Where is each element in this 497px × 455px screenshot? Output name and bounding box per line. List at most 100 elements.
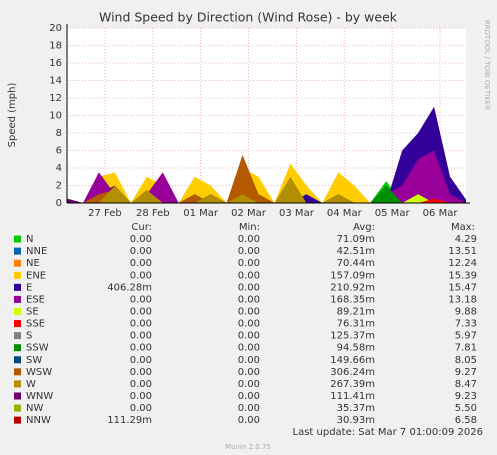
legend-header: Avg: — [353, 222, 375, 233]
legend-value: 0.00 — [238, 282, 260, 293]
y-tick-label: 6 — [56, 146, 62, 157]
legend-name: N — [26, 234, 33, 245]
legend-value: 0.00 — [130, 367, 152, 378]
legend-name: NW — [26, 403, 43, 414]
legend-name: S — [26, 331, 32, 342]
legend-value: 0.00 — [130, 403, 152, 414]
y-tick-label: 14 — [49, 76, 62, 87]
legend-value: 0.00 — [238, 331, 260, 342]
legend-name: E — [26, 282, 32, 293]
legend-swatch — [14, 235, 21, 243]
legend-value: 42.51m — [337, 246, 375, 257]
x-tick-label: 06 Mar — [423, 208, 459, 219]
legend-value: 0.00 — [238, 246, 260, 257]
legend-value: 71.09m — [337, 234, 375, 245]
legend-value: 35.37m — [337, 403, 375, 414]
legend-value: 0.00 — [130, 331, 152, 342]
legend-name: SE — [26, 306, 39, 317]
chart-title: Wind Speed by Direction (Wind Rose) - by… — [99, 10, 398, 25]
legend-value: 94.58m — [337, 343, 375, 354]
legend-name: ENE — [26, 270, 46, 281]
legend-value: 13.18 — [448, 294, 477, 305]
legend-value: 0.00 — [238, 403, 260, 414]
legend-value: 5.50 — [455, 403, 477, 414]
legend-value: 0.00 — [130, 270, 152, 281]
legend-value: 15.39 — [448, 270, 477, 281]
legend-value: 0.00 — [130, 306, 152, 317]
legend-value: 0.00 — [130, 391, 152, 402]
legend-name: SW — [26, 355, 42, 366]
y-tick-label: 16 — [49, 58, 62, 69]
y-tick-label: 4 — [56, 163, 62, 174]
legend-value: 9.88 — [455, 306, 477, 317]
legend-value: 7.33 — [455, 319, 477, 330]
legend-value: 0.00 — [238, 379, 260, 390]
legend-name: NNW — [26, 415, 51, 426]
legend-value: 5.97 — [455, 331, 477, 342]
x-tick-label: 01 Mar — [183, 208, 219, 219]
legend-value: 111.29m — [107, 415, 152, 426]
legend-value: 125.37m — [330, 331, 375, 342]
legend-value: 0.00 — [130, 294, 152, 305]
legend-swatch — [14, 392, 21, 400]
legend-value: 13.51 — [448, 246, 477, 257]
y-tick-label: 10 — [49, 111, 62, 122]
legend-value: 267.39m — [330, 379, 375, 390]
legend-name: WNW — [26, 391, 53, 402]
legend-swatch — [14, 247, 21, 255]
legend-value: 0.00 — [130, 343, 152, 354]
legend-swatch — [14, 416, 21, 424]
legend-swatch — [14, 307, 21, 315]
footer: Munin 2.0.75 — [225, 443, 271, 451]
y-axis-label: Speed (mph) — [7, 83, 18, 148]
legend-value: 0.00 — [238, 343, 260, 354]
legend-value: 0.00 — [238, 319, 260, 330]
legend-swatch — [14, 283, 21, 291]
legend-swatch — [14, 259, 21, 267]
area — [67, 150, 466, 203]
x-tick-label: 05 Mar — [375, 208, 411, 219]
x-tick-label: 02 Mar — [231, 208, 267, 219]
legend-value: 0.00 — [130, 234, 152, 245]
legend-value: 306.24m — [330, 367, 375, 378]
y-tick-label: 18 — [49, 41, 62, 52]
legend-value: 89.21m — [337, 306, 375, 317]
legend-value: 406.28m — [107, 282, 152, 293]
legend-value: 149.66m — [330, 355, 375, 366]
legend-header: Max: — [451, 222, 475, 233]
legend-value: 0.00 — [238, 367, 260, 378]
legend-value: 76.31m — [337, 319, 375, 330]
y-tick-label: 20 — [49, 23, 62, 34]
legend-swatch — [14, 368, 21, 376]
legend-value: 210.92m — [330, 282, 375, 293]
legend-value: 0.00 — [130, 258, 152, 269]
legend-value: 0.00 — [238, 234, 260, 245]
y-tick-label: 0 — [56, 198, 62, 209]
legend-value: 0.00 — [238, 306, 260, 317]
legend-value: 30.93m — [337, 415, 375, 426]
legend-value: 0.00 — [238, 294, 260, 305]
legend-swatch — [14, 332, 21, 340]
legend-name: WSW — [26, 367, 52, 378]
legend-value: 0.00 — [130, 246, 152, 257]
legend-value: 12.24 — [448, 258, 477, 269]
legend-name: SSW — [26, 343, 49, 354]
legend-header: Cur: — [131, 222, 152, 233]
legend-value: 157.09m — [330, 270, 375, 281]
side-text: RRDTOOL / TOBI OETIKER — [483, 20, 491, 110]
legend-value: 0.00 — [130, 355, 152, 366]
y-tick-label: 12 — [49, 93, 62, 104]
legend-value: 7.81 — [455, 343, 477, 354]
legend-value: 0.00 — [238, 270, 260, 281]
x-tick-label: 04 Mar — [327, 208, 363, 219]
legend-value: 9.27 — [455, 367, 477, 378]
legend-value: 70.44m — [337, 258, 375, 269]
legend-name: SSE — [26, 319, 45, 330]
legend-name: ESE — [26, 294, 45, 305]
legend-swatch — [14, 344, 21, 352]
y-tick-label: 8 — [56, 128, 62, 139]
last-update: Last update: Sat Mar 7 01:00:09 2026 — [293, 427, 484, 438]
legend-swatch — [14, 320, 21, 328]
legend-value: 4.29 — [455, 234, 477, 245]
